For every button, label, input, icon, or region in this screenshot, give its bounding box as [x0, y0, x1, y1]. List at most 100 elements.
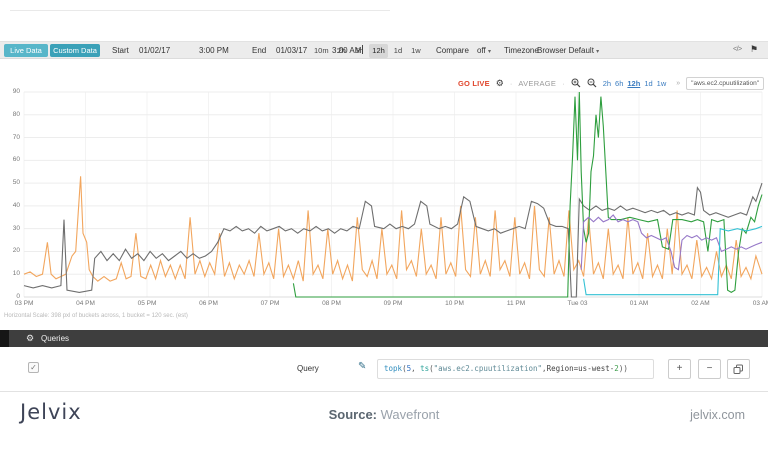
- y-tick-label: 70: [12, 133, 20, 141]
- y-tick-label: 90: [12, 88, 20, 95]
- chart-range-1d[interactable]: 1d: [644, 79, 653, 88]
- x-tick-label: 01 AM: [629, 300, 649, 307]
- flag-icon[interactable]: ⚑: [750, 44, 759, 54]
- chart-range-2h[interactable]: 2h: [602, 79, 612, 88]
- query-input[interactable]: topk(5, ts("aws.ec2.cpuutilization",Regi…: [377, 359, 654, 379]
- end-label: End: [252, 46, 267, 55]
- zoom-out-icon[interactable]: [587, 78, 597, 90]
- separator-dot: ·: [562, 79, 565, 88]
- end-time-field[interactable]: 3:00 AM: [332, 45, 364, 57]
- query-token: topk: [384, 364, 403, 373]
- page-footer: Jelvix Source: Wavefront jelvix.com: [0, 392, 768, 451]
- x-tick-label: 03 PM: [14, 300, 34, 307]
- time-toolbar: Live Data Custom Data Start 01/02/17 3:0…: [0, 41, 768, 59]
- end-date-field[interactable]: 01/03/17: [276, 46, 308, 55]
- panel-edge: [0, 330, 9, 347]
- query-token: Region=us-west: [546, 364, 610, 373]
- text-cursor: [362, 45, 364, 54]
- start-date-field[interactable]: 01/02/17: [139, 46, 171, 55]
- toolbar-range-1d[interactable]: 1d: [393, 46, 403, 55]
- chart-plot-area[interactable]: 0 10 20 30 40 50 60 70 80 90: [0, 85, 768, 300]
- x-tick-label: 02 AM: [691, 300, 710, 307]
- chart-range-1w[interactable]: 1w: [656, 79, 667, 88]
- chart-controls: GO LIVE ⚙ · AVERAGE · 2h 6h 12h 1d 1w » "aws…: [0, 76, 764, 91]
- source-label: Source:: [328, 407, 378, 422]
- toolbar-range-1w[interactable]: 1w: [411, 46, 421, 55]
- series-legend-label[interactable]: "aws.ec2.cpuutilization": [686, 77, 764, 90]
- query-token: ,: [411, 364, 421, 373]
- timezone-dropdown[interactable]: Browser Default ▾: [537, 45, 599, 57]
- code-embed-icon[interactable]: </>: [733, 46, 742, 53]
- source-value: Wavefront: [377, 407, 440, 422]
- chart-range-6h[interactable]: 6h: [615, 79, 624, 88]
- clone-query-button[interactable]: [727, 359, 750, 379]
- query-token: )): [618, 364, 628, 373]
- queries-section-bar[interactable]: ⚙ Queries: [0, 330, 768, 347]
- gear-icon[interactable]: ⚙: [495, 78, 504, 88]
- x-tick-label: 11 PM: [506, 300, 526, 307]
- query-row: ✓ Query ✎ topk(5, ts("aws.ec2.cpuutiliza…: [0, 347, 768, 392]
- edit-pencil-icon[interactable]: ✎: [358, 361, 367, 372]
- y-tick-label: 50: [12, 179, 20, 187]
- timezone-value: Browser Default: [537, 46, 594, 55]
- toolbar-range-6h[interactable]: 6h: [354, 46, 364, 55]
- query-enabled-checkbox[interactable]: ✓: [28, 362, 39, 373]
- source-credit: Source: Wavefront: [0, 407, 768, 422]
- start-time-field[interactable]: 3:00 PM: [199, 46, 229, 55]
- toolbar-range-2h[interactable]: 2h: [337, 46, 346, 55]
- toolbar-range-10m[interactable]: 10m: [314, 46, 329, 55]
- custom-data-button[interactable]: Custom Data: [50, 44, 100, 57]
- series-line-purple: [580, 214, 763, 271]
- query-token: 5: [406, 364, 412, 373]
- x-tick-label: 06 PM: [199, 300, 218, 307]
- query-token: -: [609, 364, 615, 373]
- x-tick-label: 03 AM: [752, 300, 768, 307]
- query-label: Query: [297, 364, 319, 373]
- y-tick-label: 30: [12, 224, 20, 232]
- x-tick-label: 09 PM: [383, 300, 403, 307]
- queries-title: Queries: [41, 334, 70, 343]
- query-token: ,: [542, 364, 547, 373]
- go-live-button[interactable]: GO LIVE: [457, 79, 490, 88]
- query-token: ts: [420, 364, 430, 373]
- x-tick-label: 10 PM: [445, 300, 464, 307]
- jelvix-logo: Jelvix: [20, 400, 82, 424]
- top-divider: [10, 10, 390, 11]
- chart-range-12h[interactable]: 12h: [627, 79, 641, 88]
- end-time-value: 3:00 AM: [332, 46, 362, 55]
- compare-value: off: [477, 46, 486, 55]
- y-tick-label: 80: [12, 110, 20, 118]
- separator-dot: ·: [509, 79, 513, 88]
- series-line-green: [292, 91, 763, 298]
- y-tick-label: 40: [12, 201, 20, 209]
- chevron-down-icon: ▾: [596, 49, 600, 55]
- jelvix-site-link[interactable]: jelvix.com: [690, 408, 745, 422]
- y-tick-label: 0: [16, 293, 20, 300]
- query-token: 2: [614, 364, 619, 373]
- series-line-gray: [23, 182, 763, 298]
- x-tick-label: 05 PM: [137, 300, 157, 307]
- x-tick-label: Tue 03: [567, 300, 588, 307]
- chart-range-group: 2h 6h 12h 1d 1w: [603, 79, 671, 88]
- compare-label: Compare: [436, 46, 469, 55]
- x-axis-labels: 03 PM 04 PM 05 PM 06 PM 07 PM 08 PM 09 PM 10 PM…: [0, 300, 768, 310]
- aggregation-button[interactable]: AVERAGE: [518, 79, 557, 88]
- live-data-button[interactable]: Live Data: [4, 44, 48, 57]
- zoom-in-icon[interactable]: [571, 78, 581, 90]
- remove-query-button[interactable]: −: [698, 359, 721, 379]
- x-tick-label: 08 PM: [322, 300, 341, 307]
- toolbar-range-12h[interactable]: 12h: [369, 44, 388, 58]
- add-query-button[interactable]: +: [668, 359, 691, 379]
- horizontal-scale-note: Horizontal Scale: 398 pxl of buckets acr…: [4, 313, 188, 319]
- chart-svg: [23, 91, 763, 298]
- query-token: (: [429, 364, 434, 373]
- series-line-cyan: [583, 225, 763, 296]
- x-tick-label: 04 PM: [76, 300, 95, 307]
- y-tick-label: 60: [12, 156, 20, 164]
- queries-gear-icon[interactable]: ⚙: [26, 333, 35, 343]
- compare-dropdown[interactable]: off ▾: [477, 45, 491, 57]
- x-tick-label: 07 PM: [260, 300, 280, 307]
- toolbar-range-group: 10m 2h 6h 12h 1d 1w: [311, 44, 427, 58]
- legend-expand-icon[interactable]: »: [676, 80, 681, 87]
